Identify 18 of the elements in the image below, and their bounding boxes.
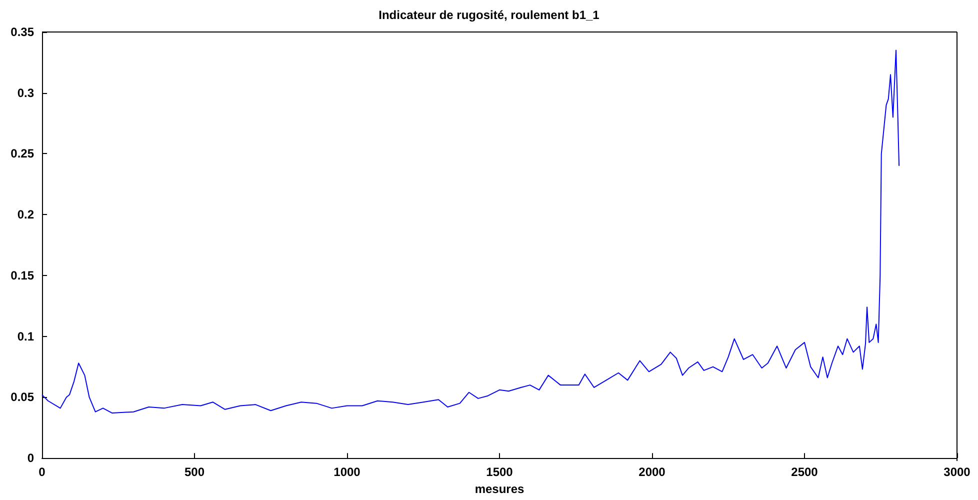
line-series [42, 50, 900, 414]
y-tick-label: 0.15 [10, 268, 34, 282]
x-tick-label: 3000 [944, 465, 971, 480]
y-tick-label: 0.1 [17, 329, 34, 344]
x-tick-label: 1000 [334, 465, 361, 480]
y-tick-label: 0.05 [10, 390, 34, 404]
x-tick-label: 500 [184, 465, 205, 480]
x-tick-label: 2000 [638, 465, 666, 480]
x-axis-title: mesures [474, 482, 525, 496]
y-tick-label: 0.35 [10, 25, 34, 39]
x-tick-label: 2500 [791, 465, 818, 480]
chart-title: Indicateur de rugosité, roulement b1_1 [378, 8, 600, 22]
x-tick-label: 0 [38, 465, 46, 480]
x-tick-label: 1500 [486, 465, 514, 480]
y-tick-label: 0.3 [17, 86, 34, 100]
y-tick-label: 0.2 [17, 208, 34, 222]
y-tick-label: 0 [27, 451, 34, 466]
y-tick-label: 0.25 [10, 146, 34, 161]
